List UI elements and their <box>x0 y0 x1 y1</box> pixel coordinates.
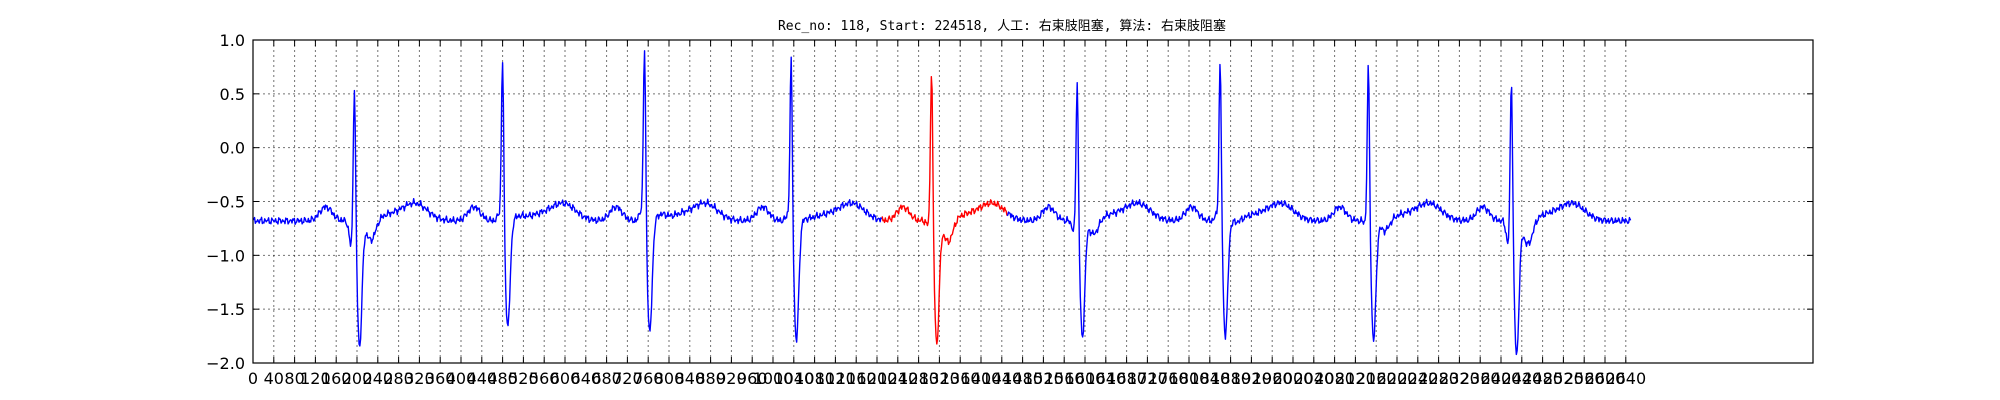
x-tick-label: 1560 <box>1044 369 1085 388</box>
y-tick-label: −2.0 <box>206 354 245 373</box>
x-tick-label: 2320 <box>1439 369 1480 388</box>
x-tick-label: 640 <box>571 369 602 388</box>
x-tick-label: 1400 <box>961 369 1002 388</box>
x-tick-label: 760 <box>633 369 664 388</box>
x-tick-label: 2400 <box>1481 369 1522 388</box>
x-tick-label: 120 <box>300 369 331 388</box>
x-tick-label: 2240 <box>1397 369 1438 388</box>
chart-title: Rec_no: 118, Start: 224518, 人工: 右束肢阻塞, 算… <box>778 18 1226 34</box>
x-tick-label: 1200 <box>857 369 898 388</box>
x-tick-label: 2560 <box>1564 369 1605 388</box>
x-tick-label: 920 <box>716 369 747 388</box>
x-tick-label: 680 <box>591 369 622 388</box>
x-tick-label: 400 <box>446 369 477 388</box>
x-tick-label: 2360 <box>1460 369 1501 388</box>
x-tick-label: 1520 <box>1023 369 1064 388</box>
x-tick-label: 1600 <box>1065 369 1106 388</box>
x-tick-label: 1000 <box>753 369 794 388</box>
x-tick-label: 1360 <box>940 369 981 388</box>
x-tick-label: 0 <box>248 369 258 388</box>
x-tick-label: 1240 <box>877 369 918 388</box>
x-tick-label: 1440 <box>981 369 1022 388</box>
y-tick-label: −1.5 <box>206 300 245 319</box>
x-tick-label: 480 <box>487 369 518 388</box>
y-tick-label: 0.0 <box>220 139 245 158</box>
x-tick-label: 1760 <box>1148 369 1189 388</box>
series-line <box>881 75 1008 345</box>
x-tick-label: 1920 <box>1231 369 1272 388</box>
x-tick-label: 1040 <box>773 369 814 388</box>
y-tick-label: −0.5 <box>206 193 245 212</box>
x-tick-label: 1320 <box>919 369 960 388</box>
x-tick-label: 1720 <box>1127 369 1168 388</box>
y-tick-label: 1.0 <box>220 31 245 50</box>
x-tick-label: 600 <box>550 369 581 388</box>
series-group <box>252 50 1632 356</box>
x-tick-label: 320 <box>404 369 435 388</box>
x-tick-label: 2080 <box>1314 369 1355 388</box>
x-tick-label: 2040 <box>1293 369 1334 388</box>
x-tick-label: 240 <box>363 369 394 388</box>
x-tick-label: 1840 <box>1189 369 1230 388</box>
x-tick-label: 1680 <box>1106 369 1147 388</box>
x-tick-label: 1160 <box>836 369 877 388</box>
x-tick-label: 2200 <box>1377 369 1418 388</box>
x-tick-label: 80 <box>284 369 304 388</box>
x-tick-label: 1120 <box>815 369 856 388</box>
x-tick-label: 2120 <box>1335 369 1376 388</box>
x-tick-label: 200 <box>342 369 373 388</box>
x-tick-label: 960 <box>737 369 768 388</box>
y-tick-label: −1.0 <box>206 246 245 265</box>
x-tick-label: 560 <box>529 369 560 388</box>
x-tick-label: 2640 <box>1605 369 1646 388</box>
x-tick-label: 2440 <box>1501 369 1542 388</box>
x-tick-label: 1880 <box>1210 369 1251 388</box>
x-tick-label: 520 <box>508 369 539 388</box>
series-line <box>1006 63 1632 356</box>
x-tick-label: 840 <box>675 369 706 388</box>
grid-lines <box>252 39 1813 364</box>
x-tick-label: 1480 <box>1002 369 1043 388</box>
x-tick-label: 2160 <box>1356 369 1397 388</box>
x-tick-label: 1800 <box>1169 369 1210 388</box>
x-tick-label: 1080 <box>794 369 835 388</box>
x-tick-label: 40 <box>264 369 284 388</box>
x-tick-label: 1960 <box>1252 369 1293 388</box>
x-axis: 0 40 8012016020024028032036040044048052056… <box>248 40 1646 388</box>
x-tick-label: 1640 <box>1085 369 1126 388</box>
x-tick-label: 720 <box>612 369 643 388</box>
x-tick-label: 2600 <box>1585 369 1626 388</box>
series-line <box>252 50 883 347</box>
x-tick-label: 1280 <box>898 369 939 388</box>
y-axis: 1.0 0.5 0.0 −0.5 −1.0 −1.5 −2.0 <box>206 31 1813 373</box>
x-tick-label: 440 <box>467 369 498 388</box>
x-tick-label: 2520 <box>1543 369 1584 388</box>
x-tick-label: 2000 <box>1273 369 1314 388</box>
x-tick-label: 800 <box>654 369 685 388</box>
x-tick-label: 160 <box>321 369 352 388</box>
y-tick-label: 0.5 <box>220 85 245 104</box>
x-tick-label: 2480 <box>1522 369 1563 388</box>
x-tick-label: 360 <box>425 369 456 388</box>
x-tick-label: 880 <box>695 369 726 388</box>
x-tick-label: 280 <box>383 369 414 388</box>
x-tick-label: 2280 <box>1418 369 1459 388</box>
